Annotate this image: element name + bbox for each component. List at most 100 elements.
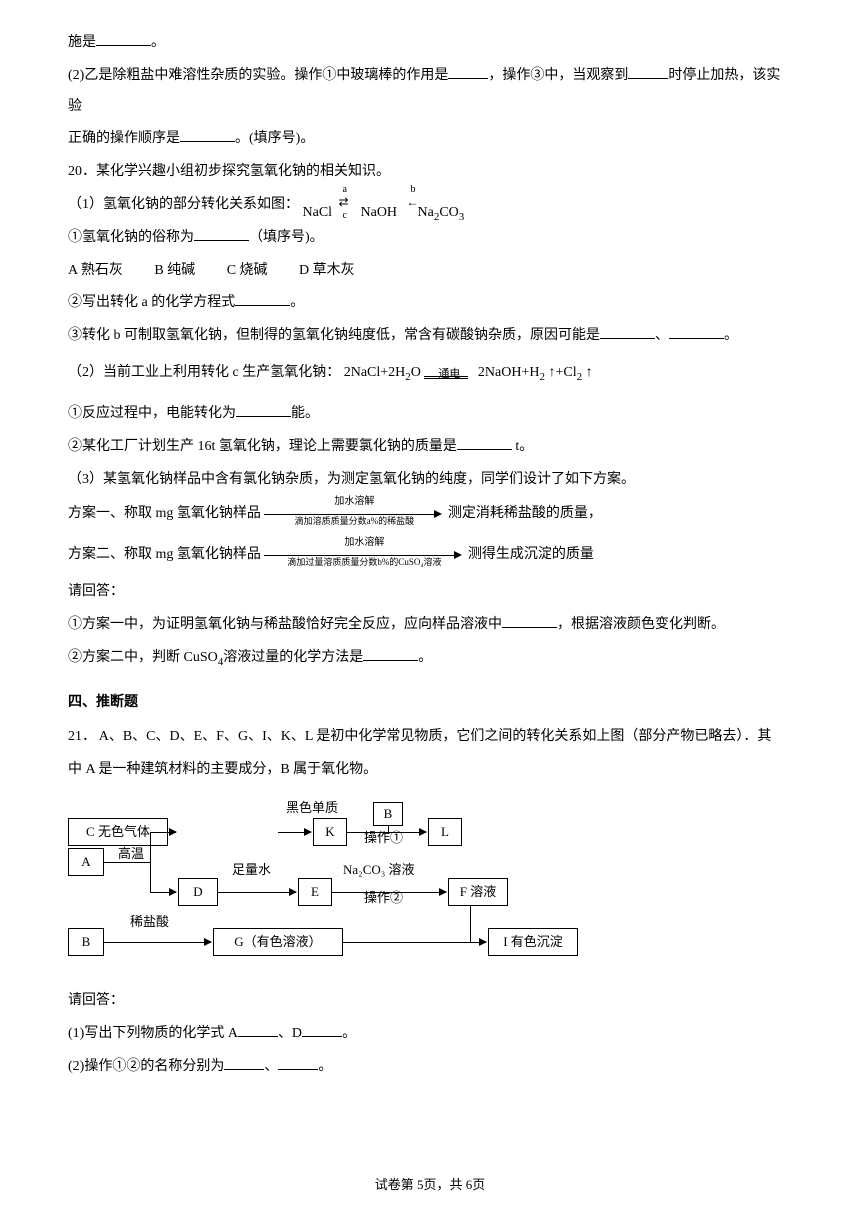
label-c: c: [343, 210, 347, 222]
text: t。: [512, 439, 533, 454]
node-d: D: [178, 878, 218, 906]
blank: [278, 1052, 318, 1070]
text: 正确的操作顺序是: [68, 131, 180, 146]
label-zuliang: 足量水: [232, 862, 271, 878]
text: 请回答：: [68, 584, 124, 599]
line-q20: 请回答：: [68, 986, 792, 1017]
arrow: [150, 832, 176, 833]
text: 、: [655, 328, 669, 343]
arrow-top: 加水溶解: [264, 538, 464, 548]
blank: [224, 1052, 264, 1070]
line-q10: （2）当前工业上利用转化 c 生产氢氧化钠： 2NaCl+2H2O 通电 2Na…: [68, 358, 792, 389]
text: 。: [318, 1059, 332, 1074]
blank: [600, 321, 655, 339]
line: [343, 942, 470, 943]
text: 。(填序号)。: [235, 131, 314, 146]
blank: [235, 288, 290, 306]
line-q22: (2)操作①②的名称分别为 、 。: [68, 1052, 792, 1083]
reaction-diagram: NaCl ⇄ NaOH ← Na2CO3 a b c: [303, 194, 463, 216]
label-b: b: [411, 184, 416, 196]
arrow-bot: 滴加溶质质量分数a%的稀盐酸: [264, 517, 444, 526]
arrow-method2: 加水溶解 滴加过量溶质质量分数b%的CuSO₄溶液: [264, 548, 464, 562]
blank: [302, 1019, 342, 1037]
text: (2)乙是除粗盐中难溶性杂质的实验。操作①中玻璃棒的作用是: [68, 68, 448, 83]
text: 21． A、B、C、D、E、F、G、I、K、L 是初中化学常见物质，它们之间的转…: [68, 729, 771, 744]
opt-a: A 熟石灰: [68, 256, 123, 287]
node-f: F 溶液: [448, 878, 508, 906]
text: ③转化 b 可制取氢氧化钠，但制得的氢氧化钠纯度低，常含有碳酸钠杂质，原因可能是: [68, 328, 600, 343]
node-b: B: [68, 928, 104, 956]
line-20-1: （1）氢氧化钠的部分转化关系如图： NaCl ⇄ NaOH ← Na2CO3 a…: [68, 190, 792, 221]
section-4-title: 四、推断题: [68, 688, 792, 719]
line-q2: (2)乙是除粗盐中难溶性杂质的实验。操作①中玻璃棒的作用是，操作③中，当观察到时…: [68, 61, 792, 123]
page-footer: 试卷第 5页，共 6页: [0, 1171, 860, 1200]
blank: [669, 321, 724, 339]
text: 。: [724, 328, 738, 343]
text: 施是: [68, 35, 96, 50]
flowchart-diagram: A B C 无色气体 D K B L E F 溶液 G（有色溶液） I 有色沉淀…: [68, 798, 628, 978]
node-a: A: [68, 848, 104, 876]
text: (2)操作①②的名称分别为: [68, 1059, 224, 1074]
line-q13: （3）某氢氧化钠样品中含有氯化钠杂质，为测定氢氧化钠的纯度，同学们设计了如下方案…: [68, 465, 792, 496]
text: 、: [264, 1059, 278, 1074]
text: ，根据溶液颜色变化判断。: [557, 617, 725, 632]
blank: [457, 432, 512, 450]
blank: [502, 610, 557, 628]
line-q21: (1)写出下列物质的化学式 A、D。: [68, 1019, 792, 1050]
blank: [194, 223, 249, 241]
line-20: 20．某化学兴趣小组初步探究氢氧化钠的相关知识。: [68, 157, 792, 188]
nacl: NaCl: [303, 198, 333, 229]
text: 溶液过量的化学方法是: [223, 650, 363, 665]
arrow-bot: 滴加过量溶质质量分数b%的CuSO₄溶液: [264, 558, 464, 567]
line-21b: 中 A 是一种建筑材料的主要成分，B 属于氧化物。: [68, 755, 792, 786]
label-gaowen: 高温: [118, 846, 144, 862]
electrolysis-arrow: 通电: [424, 366, 474, 380]
text: ①方案一中，为证明氢氧化钠与稀盐酸恰好完全反应，应向样品溶液中: [68, 617, 502, 632]
line: [470, 906, 471, 942]
line-method2: 方案二、称取 mg 氢氧化钠样品 加水溶解 滴加过量溶质质量分数b%的CuSO₄…: [68, 540, 792, 571]
arrow-top: 加水溶解: [264, 497, 444, 507]
text: 。: [290, 295, 304, 310]
line-shi: 施是。: [68, 28, 792, 59]
text: ，操作③中，当观察到: [488, 68, 628, 83]
options: A 熟石灰 B 纯碱 C 烧碱 D 草木灰: [68, 256, 792, 287]
text: 20．某化学兴趣小组初步探究氢氧化钠的相关知识。: [68, 164, 390, 179]
text: 、D: [278, 1026, 302, 1041]
line-21a: 21． A、B、C、D、E、F、G、I、K、L 是初中化学常见物质，它们之间的转…: [68, 722, 792, 753]
opt-d: D 草木灰: [299, 256, 355, 287]
node-g: G（有色溶液）: [213, 928, 343, 956]
line: [150, 832, 151, 892]
text: （1）氢氧化钠的部分转化关系如图：: [68, 197, 299, 212]
text: ②某化工厂计划生产 16t 氢氧化钠，理论上需要氯化钠的质量是: [68, 439, 457, 454]
arrow: [218, 892, 296, 893]
na2co3: Na2CO3: [418, 198, 465, 229]
arrow: [347, 832, 426, 833]
line: [104, 862, 150, 863]
text: 能。: [291, 406, 319, 421]
line-q18: ②方案二中，判断 CuSO4溶液过量的化学方法是。: [68, 643, 792, 674]
node-e: E: [298, 878, 332, 906]
line-method1: 方案一、称取 mg 氢氧化钠样品 加水溶解 滴加溶质质量分数a%的稀盐酸 测定消…: [68, 499, 792, 530]
text: （3）某氢氧化钠样品中含有氯化钠杂质，为测定氢氧化钠的纯度，同学们设计了如下方案…: [68, 472, 635, 487]
node-i: I 有色沉淀: [488, 928, 578, 956]
blank: [236, 399, 291, 417]
text: ①氢氧化钠的俗称为: [68, 230, 194, 245]
text: ①反应过程中，电能转化为: [68, 406, 236, 421]
label-na2co3: Na₂CO₃ 溶液: [343, 862, 415, 878]
line-q8: ②写出转化 a 的化学方程式。: [68, 288, 792, 319]
arrow-method1: 加水溶解 滴加溶质质量分数a%的稀盐酸: [264, 507, 444, 521]
text: 测定消耗稀盐酸的质量，: [448, 506, 602, 521]
text: 方案二、称取 mg 氢氧化钠样品: [68, 547, 261, 562]
node-bs: B: [373, 802, 403, 826]
blank: [448, 61, 488, 79]
arrow-label: 通电: [424, 362, 474, 386]
text: 。: [342, 1026, 356, 1041]
blank: [628, 61, 668, 79]
text: （2）当前工业上利用转化 c 生产氢氧化钠：: [68, 365, 340, 380]
arrow: [104, 942, 211, 943]
line-q9: ③转化 b 可制取氢氧化钠，但制得的氢氧化钠纯度低，常含有碳酸钠杂质，原因可能是…: [68, 321, 792, 352]
equation: 2NaCl+2H2O 通电 2NaOH+H2 ↑+Cl2 ↑: [344, 365, 593, 380]
label-a: a: [343, 184, 347, 196]
line-q12: ②某化工厂计划生产 16t 氢氧化钠，理论上需要氯化钠的质量是 t。: [68, 432, 792, 463]
line-q16: 请回答：: [68, 577, 792, 608]
